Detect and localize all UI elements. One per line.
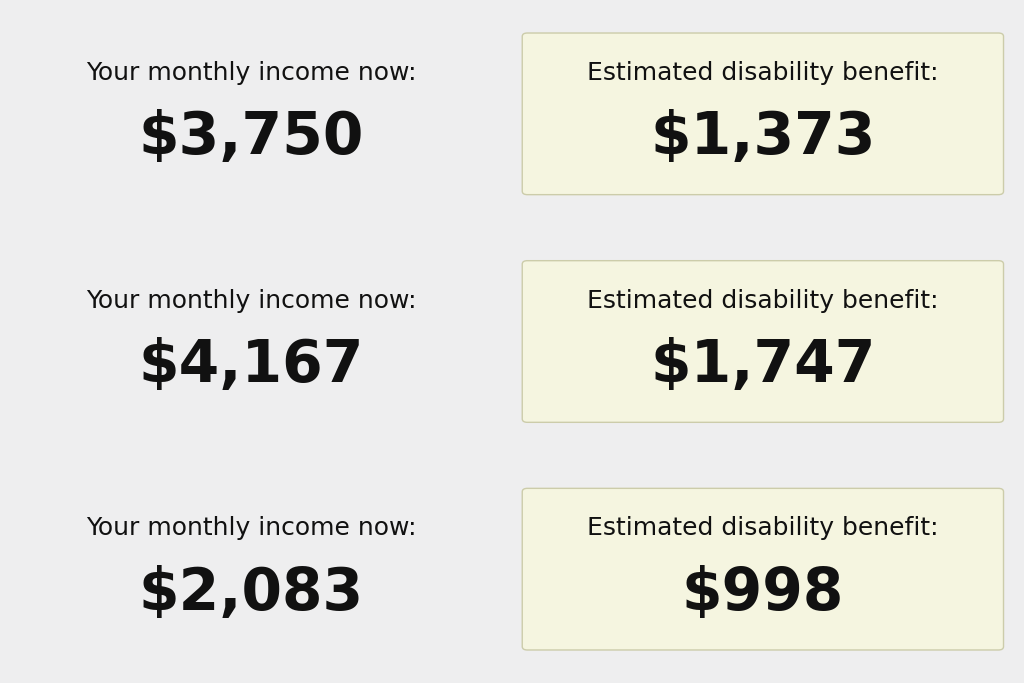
Text: Your monthly income now:: Your monthly income now: [86, 288, 416, 313]
Text: Estimated disability benefit:: Estimated disability benefit: [587, 516, 939, 540]
Text: Your monthly income now:: Your monthly income now: [86, 61, 416, 85]
Text: $3,750: $3,750 [138, 109, 364, 166]
Text: $4,167: $4,167 [138, 337, 364, 394]
Text: Your monthly income now:: Your monthly income now: [86, 516, 416, 540]
Text: Estimated disability benefit:: Estimated disability benefit: [587, 61, 939, 85]
FancyBboxPatch shape [522, 488, 1004, 650]
FancyBboxPatch shape [522, 261, 1004, 422]
Text: $1,747: $1,747 [650, 337, 876, 394]
Text: $998: $998 [682, 565, 844, 622]
Text: $2,083: $2,083 [138, 565, 364, 622]
Text: $1,373: $1,373 [650, 109, 876, 166]
FancyBboxPatch shape [522, 33, 1004, 195]
Text: Estimated disability benefit:: Estimated disability benefit: [587, 288, 939, 313]
